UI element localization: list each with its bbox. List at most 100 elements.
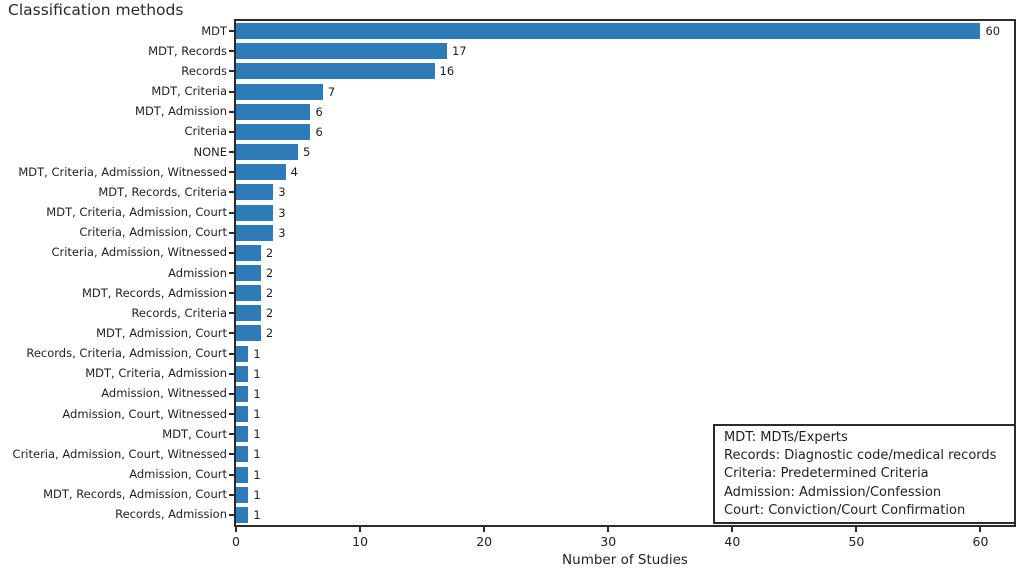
bar	[236, 365, 249, 382]
bar-value-label: 16	[439, 64, 455, 79]
x-tick-label: 50	[848, 534, 865, 549]
y-axis-label: MDT, Criteria, Admission	[85, 366, 227, 381]
y-axis-label: Admission, Court	[129, 467, 227, 482]
y-tick	[229, 392, 234, 395]
bar-value-label: 2	[265, 286, 274, 301]
bar	[236, 506, 249, 523]
y-tick	[229, 513, 234, 516]
bar	[236, 305, 261, 322]
legend-line: MDT: MDTs/Experts	[724, 430, 848, 445]
legend-line: Criteria: Predetermined Criteria	[724, 466, 929, 482]
x-tick-label: 60	[972, 534, 989, 549]
y-axis-label: Admission	[168, 265, 227, 280]
y-tick	[229, 332, 234, 335]
y-tick	[229, 473, 234, 476]
y-tick	[229, 191, 234, 194]
y-axis-label: Records, Criteria	[131, 305, 227, 320]
x-tick	[359, 527, 362, 532]
y-tick	[229, 30, 234, 33]
bar-value-label: 1	[253, 366, 261, 381]
x-tick-label: 30	[600, 534, 617, 549]
y-axis-label: Criteria, Admission, Witnessed	[51, 245, 227, 260]
bar	[236, 466, 249, 483]
y-tick	[229, 312, 234, 315]
bar	[236, 486, 249, 503]
y-axis-label: MDT, Criteria, Admission, Court	[46, 205, 227, 220]
y-axis-label: MDT, Records, Criteria	[98, 184, 227, 199]
y-tick	[229, 413, 234, 416]
bar-value-label: 1	[253, 346, 261, 361]
y-axis-label: MDT, Records	[148, 43, 227, 58]
bar-value-label: 7	[327, 84, 336, 99]
bar-value-label: 1	[253, 407, 261, 422]
y-axis-label: MDT, Criteria, Admission, Witnessed	[18, 164, 227, 179]
y-tick	[229, 70, 234, 73]
bar-value-label: 2	[265, 306, 274, 321]
y-tick	[229, 372, 234, 375]
y-axis-label: Criteria, Admission, Court	[79, 225, 227, 240]
bar-value-label: 5	[303, 145, 311, 160]
x-tick	[979, 527, 982, 532]
y-axis-label: MDT	[201, 23, 227, 38]
y-tick	[229, 251, 234, 254]
y-tick	[229, 493, 234, 496]
x-tick	[607, 527, 610, 532]
bar	[236, 285, 261, 302]
y-tick	[229, 272, 234, 274]
y-axis-label: MDT, Admission, Court	[96, 325, 227, 340]
bar-value-label: 2	[265, 266, 274, 280]
y-axis-label: Admission, Witnessed	[101, 386, 227, 401]
bar-value-label: 2	[265, 245, 274, 260]
y-tick	[229, 292, 234, 295]
y-axis-label: MDT, Admission	[135, 104, 227, 119]
bar-value-label: 60	[985, 24, 1001, 39]
x-tick-label: 0	[232, 534, 240, 549]
bar	[236, 103, 311, 120]
y-tick	[229, 433, 234, 436]
y-tick	[229, 110, 234, 113]
y-tick	[229, 90, 234, 93]
y-tick	[229, 211, 234, 214]
legend-line: Records: Diagnostic code/medical records	[724, 448, 997, 464]
bar	[236, 406, 249, 423]
x-tick-label: 40	[724, 534, 741, 549]
bar	[236, 23, 981, 40]
x-tick	[731, 527, 734, 532]
bar	[236, 43, 447, 60]
y-axis-label: MDT, Records, Admission	[81, 285, 227, 300]
legend-lines: MDT: MDTs/Experts Records: Diagnostic cod…	[724, 429, 1005, 520]
bar	[236, 265, 261, 281]
bar-value-label: 3	[278, 205, 286, 220]
bar	[236, 446, 249, 463]
legend-line: Admission: Admission/Confession	[724, 484, 942, 500]
y-axis-label: NONE	[193, 144, 227, 159]
x-tick	[235, 527, 237, 532]
y-axis-label: MDT, Records, Admission, Court	[43, 487, 227, 502]
y-axis-label: Records	[181, 63, 227, 78]
y-tick	[229, 130, 234, 133]
legend-box: MDT: MDTs/Experts Records: Diagnostic cod…	[713, 424, 1016, 524]
bar-value-label: 6	[315, 124, 323, 139]
bar-value-label: 2	[265, 326, 274, 341]
bar	[236, 426, 249, 443]
bar-value-label: 17	[451, 44, 467, 59]
bar-value-label: 1	[253, 427, 261, 442]
bar	[236, 144, 299, 161]
bar	[236, 345, 249, 362]
bar	[236, 184, 274, 201]
y-tick	[229, 231, 234, 234]
bar-value-label: 1	[253, 507, 261, 522]
bar-value-label: 1	[253, 467, 261, 482]
y-axis-label: Records, Admission	[115, 507, 227, 522]
y-tick	[229, 453, 234, 456]
x-tick	[483, 527, 486, 532]
y-tick	[229, 151, 234, 154]
bar-value-label: 1	[253, 386, 261, 401]
bar	[236, 224, 274, 241]
bar	[236, 325, 261, 342]
bar-value-label: 1	[253, 447, 261, 462]
bar	[236, 244, 261, 261]
bar	[236, 123, 311, 140]
bar-value-label: 1	[253, 487, 261, 502]
